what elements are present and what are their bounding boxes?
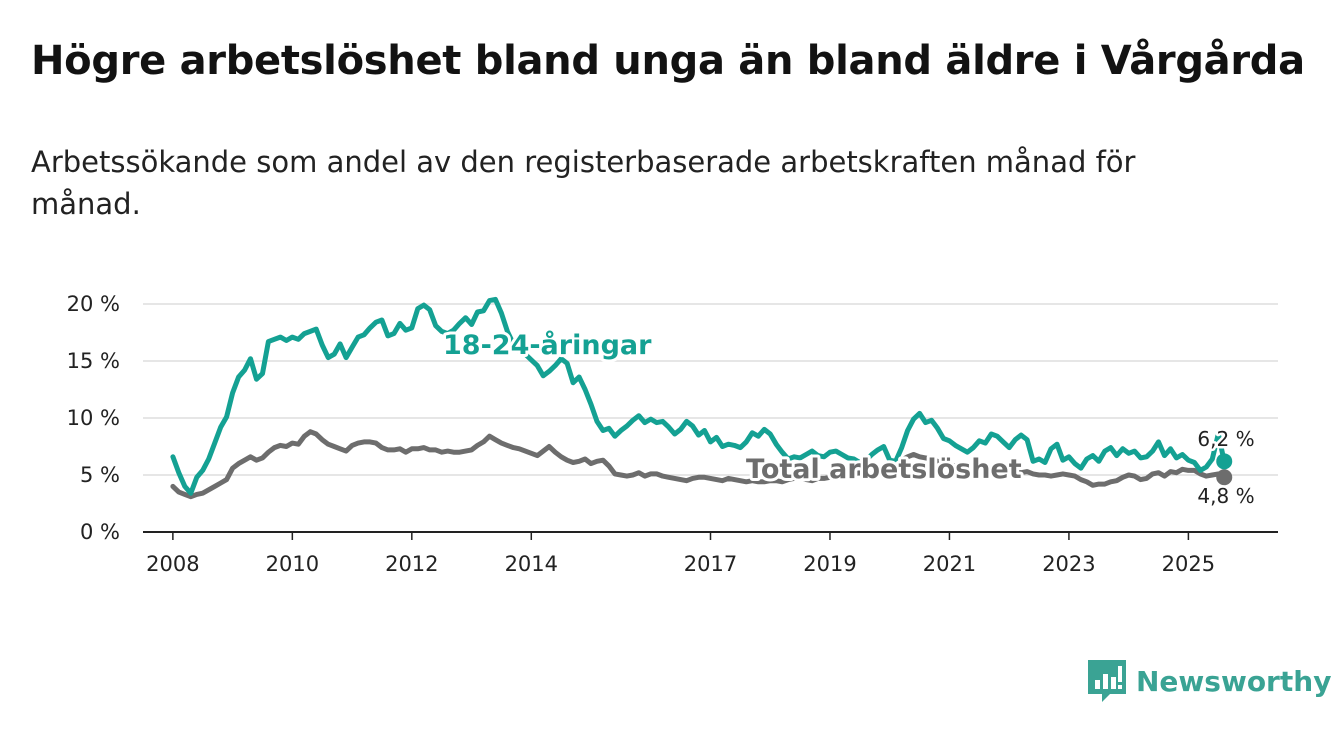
- youth-end-marker: [1216, 453, 1233, 470]
- chart-subtitle: Arbetssökande som andel av den registerb…: [31, 145, 1136, 221]
- total-end-marker: [1216, 469, 1233, 486]
- x-tick-label: 2025: [1162, 552, 1215, 576]
- y-tick-label: 5 %: [80, 463, 120, 487]
- series-labels: 18-24-åringar 6,2 % Total arbetslöshet 4,8 …: [440, 326, 1257, 511]
- y-tick-label: 10 %: [67, 406, 120, 430]
- newsworthy-logo-icon: [1088, 660, 1126, 702]
- total-series-label: Total arbetslöshet: [746, 454, 1022, 485]
- x-tick-label: 2014: [505, 552, 558, 576]
- brand: Newsworthy: [1088, 660, 1331, 702]
- youth-series-label: 18-24-åringar: [443, 329, 652, 361]
- x-tick-label: 2019: [803, 552, 856, 576]
- x-tick-label: 2012: [385, 552, 438, 576]
- total-end-label: 4,8 %: [1197, 484, 1254, 508]
- x-tick-label: 2021: [923, 552, 976, 576]
- x-tick-label: 2010: [266, 552, 319, 576]
- x-tick-label: 2008: [146, 552, 199, 576]
- chart-title: Högre arbetslöshet bland unga än bland ä…: [31, 38, 1305, 84]
- total-line: [170, 429, 1227, 500]
- grid: [143, 303, 1278, 476]
- x-tick-label: 2017: [684, 552, 737, 576]
- series-lines: [170, 296, 1233, 500]
- line-chart: 0 %5 %10 %15 %20 % 2008 2010 2012 2014 2017 2…: [67, 292, 1278, 576]
- y-axis: 0 % 5 % 10 % 15 % 20 %: [67, 292, 120, 544]
- y-tick-label: 20 %: [67, 292, 120, 316]
- brand-name: Newsworthy: [1136, 664, 1332, 698]
- youth-line: [170, 296, 1227, 496]
- x-axis: 2008 2010 2012 2014 2017 2019 2021 2023 2025: [143, 531, 1278, 576]
- youth-end-label: 6,2 %: [1197, 427, 1254, 451]
- y-tick-label: 15 %: [67, 349, 120, 373]
- y-tick-label: 0 %: [80, 520, 120, 544]
- x-tick-label: 2023: [1042, 552, 1095, 576]
